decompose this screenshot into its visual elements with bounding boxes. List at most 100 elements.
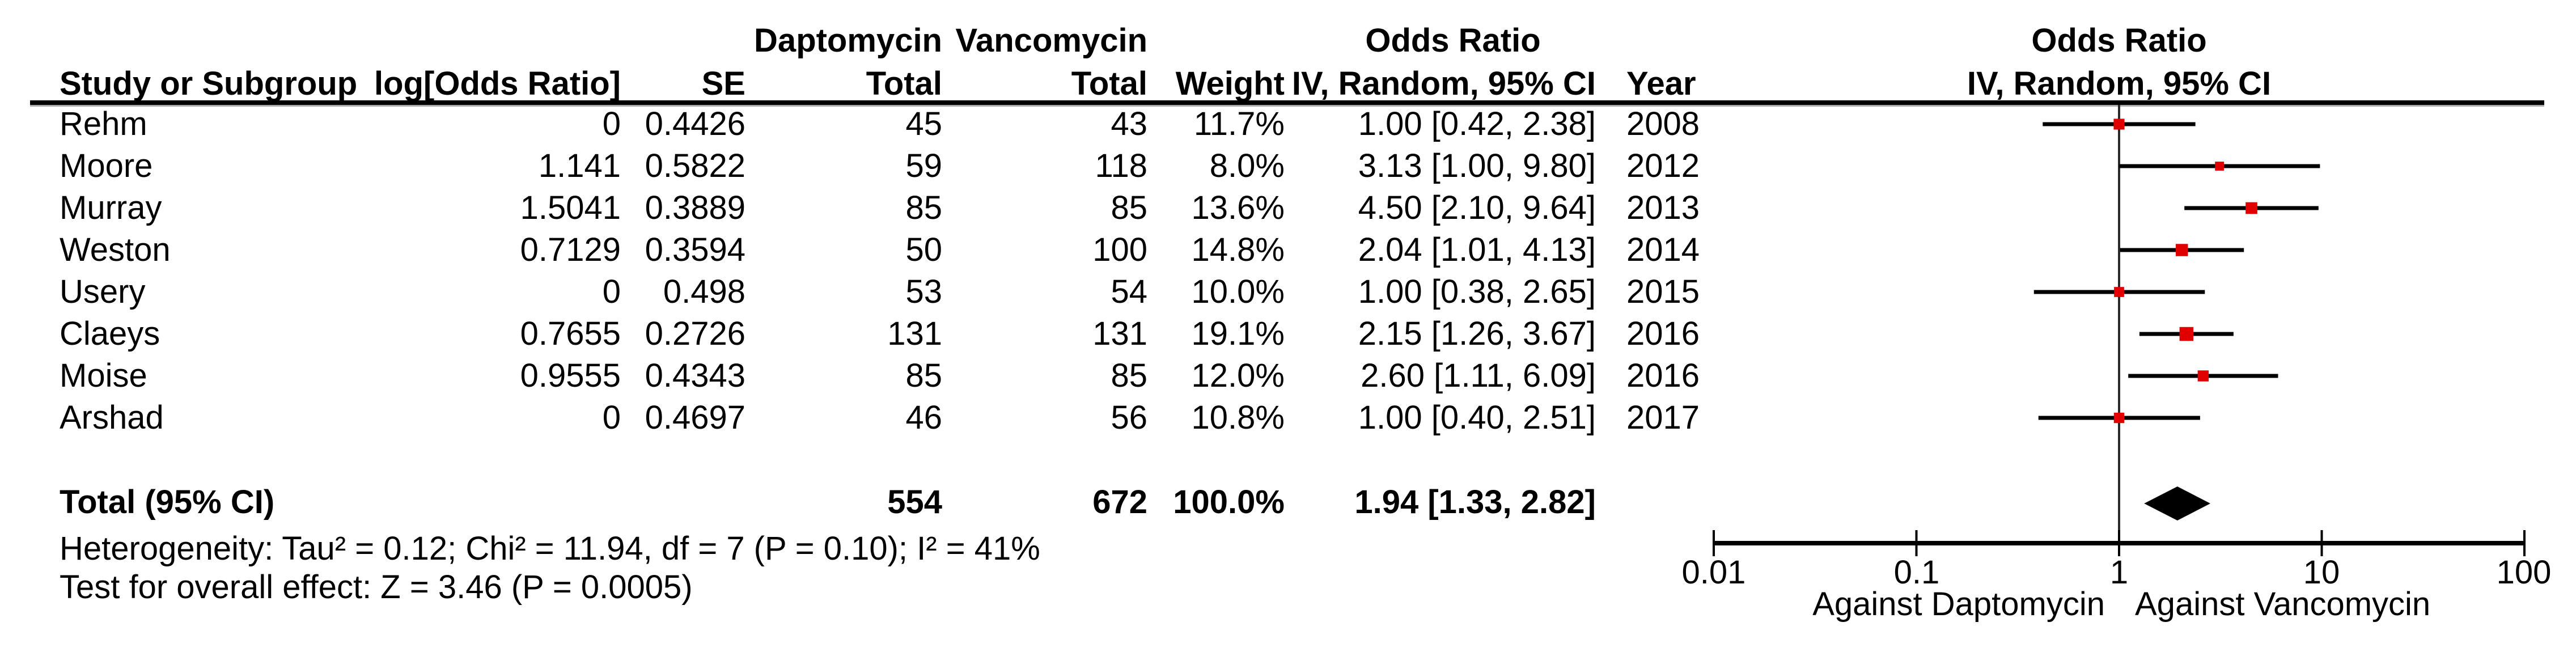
- or-ci-text: 1.00 [0.38, 2.65]: [1358, 273, 1596, 310]
- header-separator-line: [30, 100, 2544, 105]
- study-name: Arshad: [60, 399, 164, 436]
- or-ci-text: 2.60 [1.11, 6.09]: [1361, 357, 1596, 394]
- weight-value: 14.8%: [1191, 231, 1285, 268]
- dapto-total: 46: [905, 399, 942, 436]
- axis-direction-label-left: Against Daptomycin: [1812, 586, 2105, 623]
- effect-marker-weston: [2175, 244, 2188, 256]
- table-row: Claeys 0.7655 0.2726 131 131 19.1% 2.15 …: [0, 313, 2576, 355]
- col-header-dapto-total: Total: [866, 65, 942, 102]
- col-header-weight: Weight: [1175, 65, 1285, 102]
- dapto-total: 85: [905, 357, 942, 394]
- study-name: Claeys: [60, 315, 160, 352]
- study-name: Usery: [60, 273, 146, 310]
- heterogeneity-row: Heterogeneity: Tau² = 0.12; Chi² = 11.94…: [0, 528, 2576, 570]
- col-header-study: Study or Subgroup: [60, 65, 358, 102]
- se-value: 0.3594: [645, 231, 745, 268]
- study-name: Moise: [60, 357, 147, 394]
- header-column-row: Study or Subgroup log[Odds Ratio] SE Tot…: [0, 63, 2576, 105]
- col-header-year: Year: [1626, 65, 1696, 102]
- vanco-total: 131: [1092, 315, 1147, 352]
- header-separator-shadow: [30, 105, 2544, 107]
- or-ci-text: 1.00 [0.40, 2.51]: [1358, 399, 1596, 436]
- or-ci-text: 1.00 [0.42, 2.38]: [1358, 105, 1596, 142]
- study-name: Weston: [60, 231, 171, 268]
- log-or-value: 0: [602, 105, 621, 142]
- axis-tick-label: 10: [2303, 554, 2340, 591]
- axis-tick-label: 0.1: [1893, 554, 1940, 591]
- se-value: 0.4343: [645, 357, 745, 394]
- axis-tick-label: 100: [2496, 554, 2552, 591]
- log-or-value: 0: [602, 273, 621, 310]
- table-row: Moise 0.9555 0.4343 85 85 12.0% 2.60 [1.…: [0, 355, 2576, 397]
- col-header-method-ci: IV, Random, 95% CI: [1291, 65, 1596, 102]
- overall-effect-text: Test for overall effect: Z = 3.46 (P = 0…: [60, 569, 693, 606]
- summary-diamond: [2144, 486, 2210, 520]
- weight-value: 11.7%: [1193, 105, 1285, 142]
- total-or-ci: 1.94 [1.33, 2.82]: [1354, 484, 1596, 520]
- study-name: Moore: [60, 147, 153, 184]
- plot-header-method-ci: IV, Random, 95% CI: [1967, 65, 2272, 102]
- vanco-total: 85: [1111, 189, 1147, 226]
- study-name: Rehm: [60, 105, 147, 142]
- header-group-row: Daptomycin Vancomycin Odds Ratio Odds Ra…: [0, 20, 2576, 62]
- se-value: 0.4697: [645, 399, 745, 436]
- vanco-total: 54: [1111, 273, 1147, 310]
- x-axis-tick: [2523, 530, 2526, 556]
- axis-tick-label: 1: [2109, 554, 2129, 591]
- plot-header-odds-ratio: Odds Ratio: [2031, 22, 2207, 59]
- log-or-value: 0.9555: [520, 357, 621, 394]
- vanco-total: 100: [1092, 231, 1147, 268]
- vanco-total: 56: [1111, 399, 1147, 436]
- x-axis-tick: [2320, 530, 2323, 556]
- se-value: 0.2726: [645, 315, 745, 352]
- or-ci-text: 2.15 [1.26, 3.67]: [1358, 315, 1596, 352]
- table-row: Usery 0 0.498 53 54 10.0% 1.00 [0.38, 2.…: [0, 271, 2576, 313]
- vanco-total: 118: [1095, 147, 1147, 184]
- year-value: 2008: [1626, 105, 1700, 142]
- year-value: 2013: [1626, 189, 1700, 226]
- log-or-value: 0.7129: [520, 231, 621, 268]
- group-header-odds-ratio: Odds Ratio: [1365, 22, 1541, 59]
- dapto-total: 45: [905, 105, 942, 142]
- axis-tick-label: 0.01: [1681, 554, 1746, 591]
- x-axis-tick: [1713, 530, 1715, 556]
- or-ci-text: 2.04 [1.01, 4.13]: [1358, 231, 1596, 268]
- col-header-vanco-total: Total: [1071, 65, 1147, 102]
- effect-marker-moore: [2215, 162, 2225, 171]
- weight-value: 10.8%: [1191, 399, 1285, 436]
- se-value: 0.5822: [645, 147, 745, 184]
- year-value: 2015: [1626, 273, 1700, 310]
- effect-marker-murray: [2245, 202, 2257, 214]
- heterogeneity-text: Heterogeneity: Tau² = 0.12; Chi² = 11.94…: [60, 530, 1040, 567]
- table-row: Moore 1.141 0.5822 59 118 8.0% 3.13 [1.0…: [0, 145, 2576, 187]
- log-or-value: 1.5041: [520, 189, 621, 226]
- weight-value: 12.0%: [1191, 357, 1285, 394]
- se-value: 0.4426: [645, 105, 745, 142]
- or-ci-text: 3.13 [1.00, 9.80]: [1358, 147, 1596, 184]
- null-effect-line: [2118, 105, 2120, 543]
- year-value: 2014: [1626, 231, 1700, 268]
- total-label: Total (95% CI): [60, 484, 275, 520]
- study-name: Murray: [60, 189, 162, 226]
- overall-effect-row: Test for overall effect: Z = 3.46 (P = 0…: [0, 566, 2576, 608]
- effect-marker-moise: [2197, 370, 2209, 382]
- year-value: 2016: [1626, 315, 1700, 352]
- dapto-total: 131: [887, 315, 942, 352]
- x-axis-tick: [2118, 530, 2120, 556]
- year-value: 2016: [1626, 357, 1700, 394]
- table-row: Arshad 0 0.4697 46 56 10.8% 1.00 [0.40, …: [0, 397, 2576, 439]
- group-header-daptomycin: Daptomycin: [754, 22, 942, 59]
- table-row: Rehm 0 0.4426 45 43 11.7% 1.00 [0.42, 2.…: [0, 103, 2576, 145]
- weight-value: 13.6%: [1191, 189, 1285, 226]
- total-vanco-total: 672: [1092, 484, 1147, 520]
- dapto-total: 85: [905, 189, 942, 226]
- x-axis-tick: [1915, 530, 1918, 556]
- se-value: 0.3889: [645, 189, 745, 226]
- dapto-total: 50: [905, 231, 942, 268]
- table-row: Weston 0.7129 0.3594 50 100 14.8% 2.04 […: [0, 229, 2576, 271]
- dapto-total: 59: [905, 147, 942, 184]
- group-header-vancomycin: Vancomycin: [955, 22, 1147, 59]
- col-header-log-or: log[Odds Ratio]: [374, 65, 621, 102]
